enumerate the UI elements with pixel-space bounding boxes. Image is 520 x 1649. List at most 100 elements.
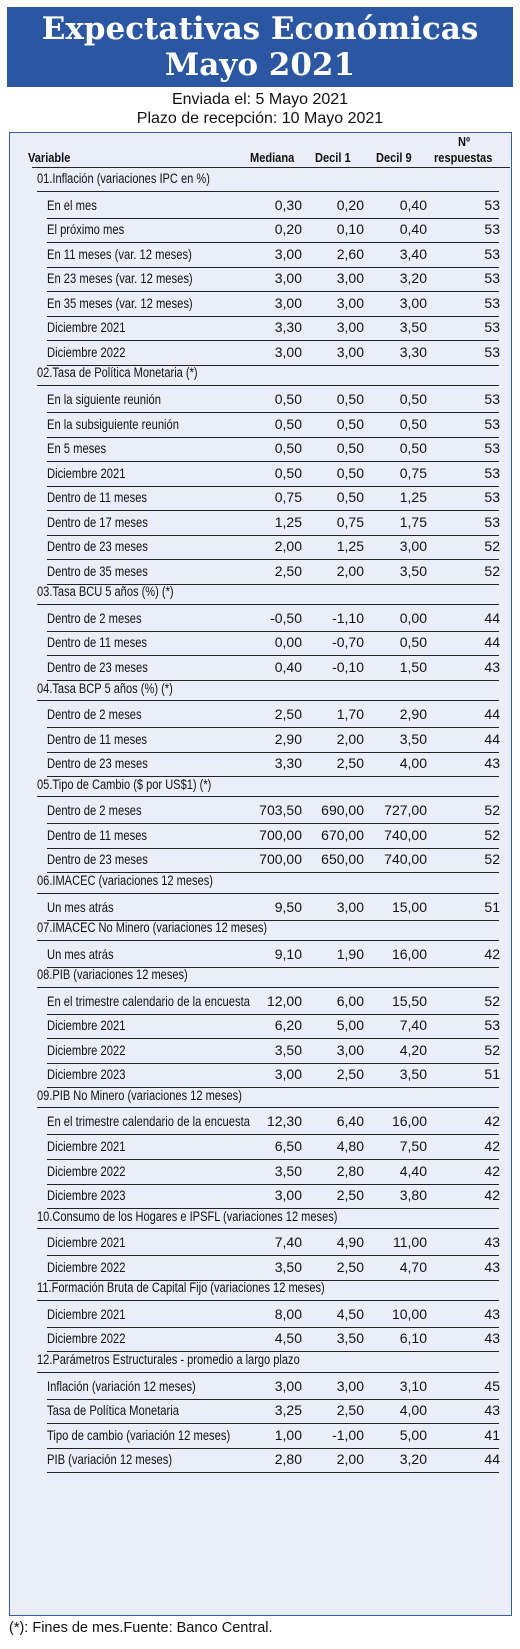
col-decil9: Decil 9 (376, 150, 412, 165)
respuestas-value: 43 (484, 1330, 500, 1347)
section-title: 08.PIB (variaciones 12 meses) (37, 967, 188, 983)
table-row: Inflación (variación 12 meses) 3,00 3,00 3,… (47, 1377, 500, 1400)
row-label: Diciembre 2023 (47, 1066, 126, 1083)
respuestas-value: 45 (484, 1377, 500, 1394)
decil9-value: 0,40 (399, 196, 427, 213)
mediana-value: 0,50 (274, 440, 302, 457)
table-row: Dentro de 2 meses -0,50 -1,10 0,00 44 (47, 609, 500, 632)
decil1-value: -0,10 (332, 659, 364, 675)
mediana-value: 0,50 (274, 415, 302, 432)
mediana-value: 3,50 (274, 1041, 302, 1058)
respuestas-value: 43 (484, 659, 500, 675)
section-rule (37, 1299, 499, 1301)
row-rule (47, 1279, 499, 1281)
table-row: Dentro de 11 meses 2,90 2,00 3,50 44 (47, 731, 500, 753)
decil9-value: 727,00 (384, 802, 427, 819)
mediana-value: 0,20 (274, 221, 302, 238)
row-label: En 23 meses (var. 12 meses) (47, 270, 193, 287)
table-row: Diciembre 2021 0,50 0,50 0,75 53 (47, 465, 500, 487)
decil1-value: 0,50 (336, 415, 364, 432)
mediana-value: 3,00 (274, 1377, 302, 1394)
decil9-value: 3,50 (399, 319, 427, 336)
section-rule (37, 796, 499, 798)
decil1-value: 3,50 (336, 1330, 364, 1347)
section-title: 05.Tipo de Cambio ($ por US$1) (*) (37, 776, 212, 792)
section-rule (37, 384, 499, 386)
row-rule (47, 751, 499, 753)
mediana-value: 700,00 (259, 851, 302, 868)
row-label: Un mes atrás (47, 945, 114, 962)
decil9-value: 4,40 (399, 1162, 427, 1179)
decil9-value: 4,00 (399, 1402, 427, 1419)
decil1-value: 0,50 (336, 390, 364, 407)
row-rule (47, 1255, 499, 1257)
row-label: En 11 meses (var. 12 meses) (47, 245, 192, 262)
respuestas-value: 53 (484, 221, 500, 238)
mediana-value: 3,00 (274, 1187, 302, 1204)
decil1-value: 2,50 (336, 1258, 364, 1275)
section-title: 12.Parámetros Estructurales - promedio a… (37, 1351, 300, 1367)
respuestas-value: 52 (484, 562, 500, 579)
row-label: PIB (variación 12 meses) (47, 1451, 173, 1468)
row-label: Diciembre 2022 (47, 343, 126, 360)
table-row: En la subsiguiente reunión 0,50 0,50 0,50 53 (47, 415, 500, 438)
respuestas-value: 53 (484, 245, 500, 262)
mediana-value: 3,00 (274, 270, 302, 287)
table-row: Dentro de 23 meses 0,40 -0,10 1,50 43 (47, 659, 500, 681)
table-row: Dentro de 2 meses 2,50 1,70 2,90 44 (47, 706, 500, 729)
row-label: Diciembre 2021 (47, 1305, 126, 1322)
row-rule (47, 630, 499, 632)
row-rule (47, 364, 499, 366)
decil9-value: 3,00 (399, 538, 427, 555)
mediana-value: 4,50 (274, 1330, 302, 1347)
mediana-value: 1,00 (274, 1426, 302, 1443)
header-rule (32, 167, 510, 168)
decil9-value: 4,20 (399, 1041, 427, 1058)
decil9-value: 0,50 (399, 390, 427, 407)
decil1-value: 2,50 (336, 1187, 364, 1204)
row-label: Tasa de Política Monetaria (47, 1402, 179, 1419)
row-rule (47, 823, 499, 825)
decil9-value: 16,00 (391, 1113, 427, 1130)
respuestas-value: 43 (484, 755, 500, 772)
section-title: 06.IMACEC (variaciones 12 meses) (37, 872, 213, 888)
decil9-value: 16,00 (391, 945, 427, 962)
mediana-value: 700,00 (259, 826, 302, 843)
decil9-value: 3,50 (399, 1066, 427, 1083)
respuestas-value: 44 (484, 706, 500, 723)
row-rule (47, 510, 499, 512)
decil9-value: 0,50 (399, 634, 427, 651)
row-rule (47, 559, 499, 561)
row-rule (47, 872, 499, 874)
decil1-value: 3,00 (336, 1377, 364, 1394)
row-label: Diciembre 2022 (47, 1330, 126, 1347)
decil9-value: 3,30 (399, 343, 427, 360)
table-row: El próximo mes 0,20 0,10 0,40 53 (47, 221, 500, 244)
table-row: Un mes atrás 9,50 3,00 15,00 51 (47, 898, 500, 921)
respuestas-value: 44 (484, 609, 500, 626)
mediana-value: 0,50 (274, 390, 302, 407)
row-label: Dentro de 11 meses (47, 489, 148, 506)
col-decil1: Decil 1 (315, 150, 351, 165)
table-row: En el trimestre calendario de la encuest… (47, 993, 500, 1015)
decil9-value: 10,00 (391, 1305, 427, 1322)
col-respuestas: respuestas (434, 150, 493, 165)
table-row: Diciembre 2022 3,00 3,00 3,30 53 (47, 343, 500, 366)
row-rule (47, 1134, 499, 1136)
respuestas-value: 53 (484, 1017, 500, 1034)
mediana-value: 0,30 (274, 196, 302, 213)
mediana-value: 9,50 (274, 898, 302, 915)
table-row: Diciembre 2021 6,50 4,80 7,50 42 (47, 1138, 500, 1160)
row-label: Un mes atrás (47, 898, 114, 915)
decil1-value: 1,25 (336, 538, 364, 555)
table-row: Dentro de 11 meses 0,75 0,50 1,25 53 (47, 489, 500, 512)
mediana-value: 2,50 (274, 562, 302, 579)
respuestas-value: 42 (484, 1187, 500, 1204)
row-rule (47, 291, 499, 293)
decil9-value: 4,70 (399, 1258, 427, 1275)
footnote: (*): Fines de mes.Fuente: Banco Central. (9, 1620, 273, 1636)
section-rule (37, 603, 499, 605)
decil1-value: 3,00 (336, 898, 364, 915)
row-rule (47, 485, 499, 487)
decil1-value: 3,00 (336, 1041, 364, 1058)
